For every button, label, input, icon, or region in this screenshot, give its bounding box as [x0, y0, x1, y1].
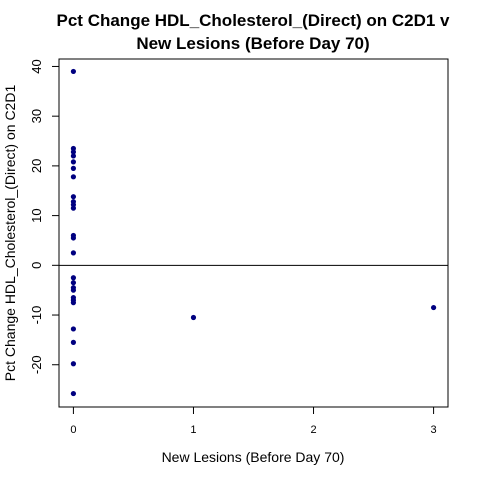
data-points [70, 68, 437, 397]
x-tick-label: 3 [431, 424, 437, 436]
data-point [70, 235, 77, 241]
data-point [190, 314, 197, 321]
data-point [70, 339, 77, 345]
data-point [70, 280, 77, 286]
chart-title-line-1: Pct Change HDL_Cholesterol_(Direct) on C… [57, 11, 451, 30]
y-tick-label: -10 [29, 306, 44, 325]
data-point [430, 304, 437, 311]
data-point [70, 149, 77, 155]
data-point [70, 390, 77, 397]
y-tick-label: -20 [29, 355, 44, 374]
plot-frame [58, 58, 449, 408]
chart-title-line-2: New Lesions (Before Day 70) [136, 34, 369, 53]
data-point [70, 174, 77, 180]
data-point [70, 326, 77, 332]
y-axis: -20 -10 0 10 20 30 40 [29, 59, 59, 374]
data-point [70, 205, 77, 211]
y-tick-label: 10 [29, 208, 44, 222]
data-point [70, 165, 77, 171]
data-point [70, 361, 77, 367]
y-tick-label: 40 [29, 59, 44, 73]
x-tick-label: 0 [70, 424, 76, 436]
y-tick-label: 20 [29, 159, 44, 173]
data-point [70, 68, 77, 75]
y-axis-label: Pct Change HDL_Cholesterol_(Direct) on C… [2, 85, 18, 382]
data-point [70, 250, 77, 256]
x-axis-label: New Lesions (Before Day 70) [162, 449, 345, 465]
data-point [70, 153, 77, 159]
x-tick-label: 2 [310, 424, 316, 436]
y-tick-label: 30 [29, 109, 44, 123]
x-axis: 0 1 2 3 [70, 407, 437, 436]
data-point [70, 159, 77, 165]
data-point [70, 300, 77, 306]
data-point [70, 194, 77, 200]
x-tick-label: 1 [190, 424, 196, 436]
data-point [70, 275, 77, 281]
y-tick-label: 0 [29, 262, 44, 269]
data-point [70, 287, 77, 293]
